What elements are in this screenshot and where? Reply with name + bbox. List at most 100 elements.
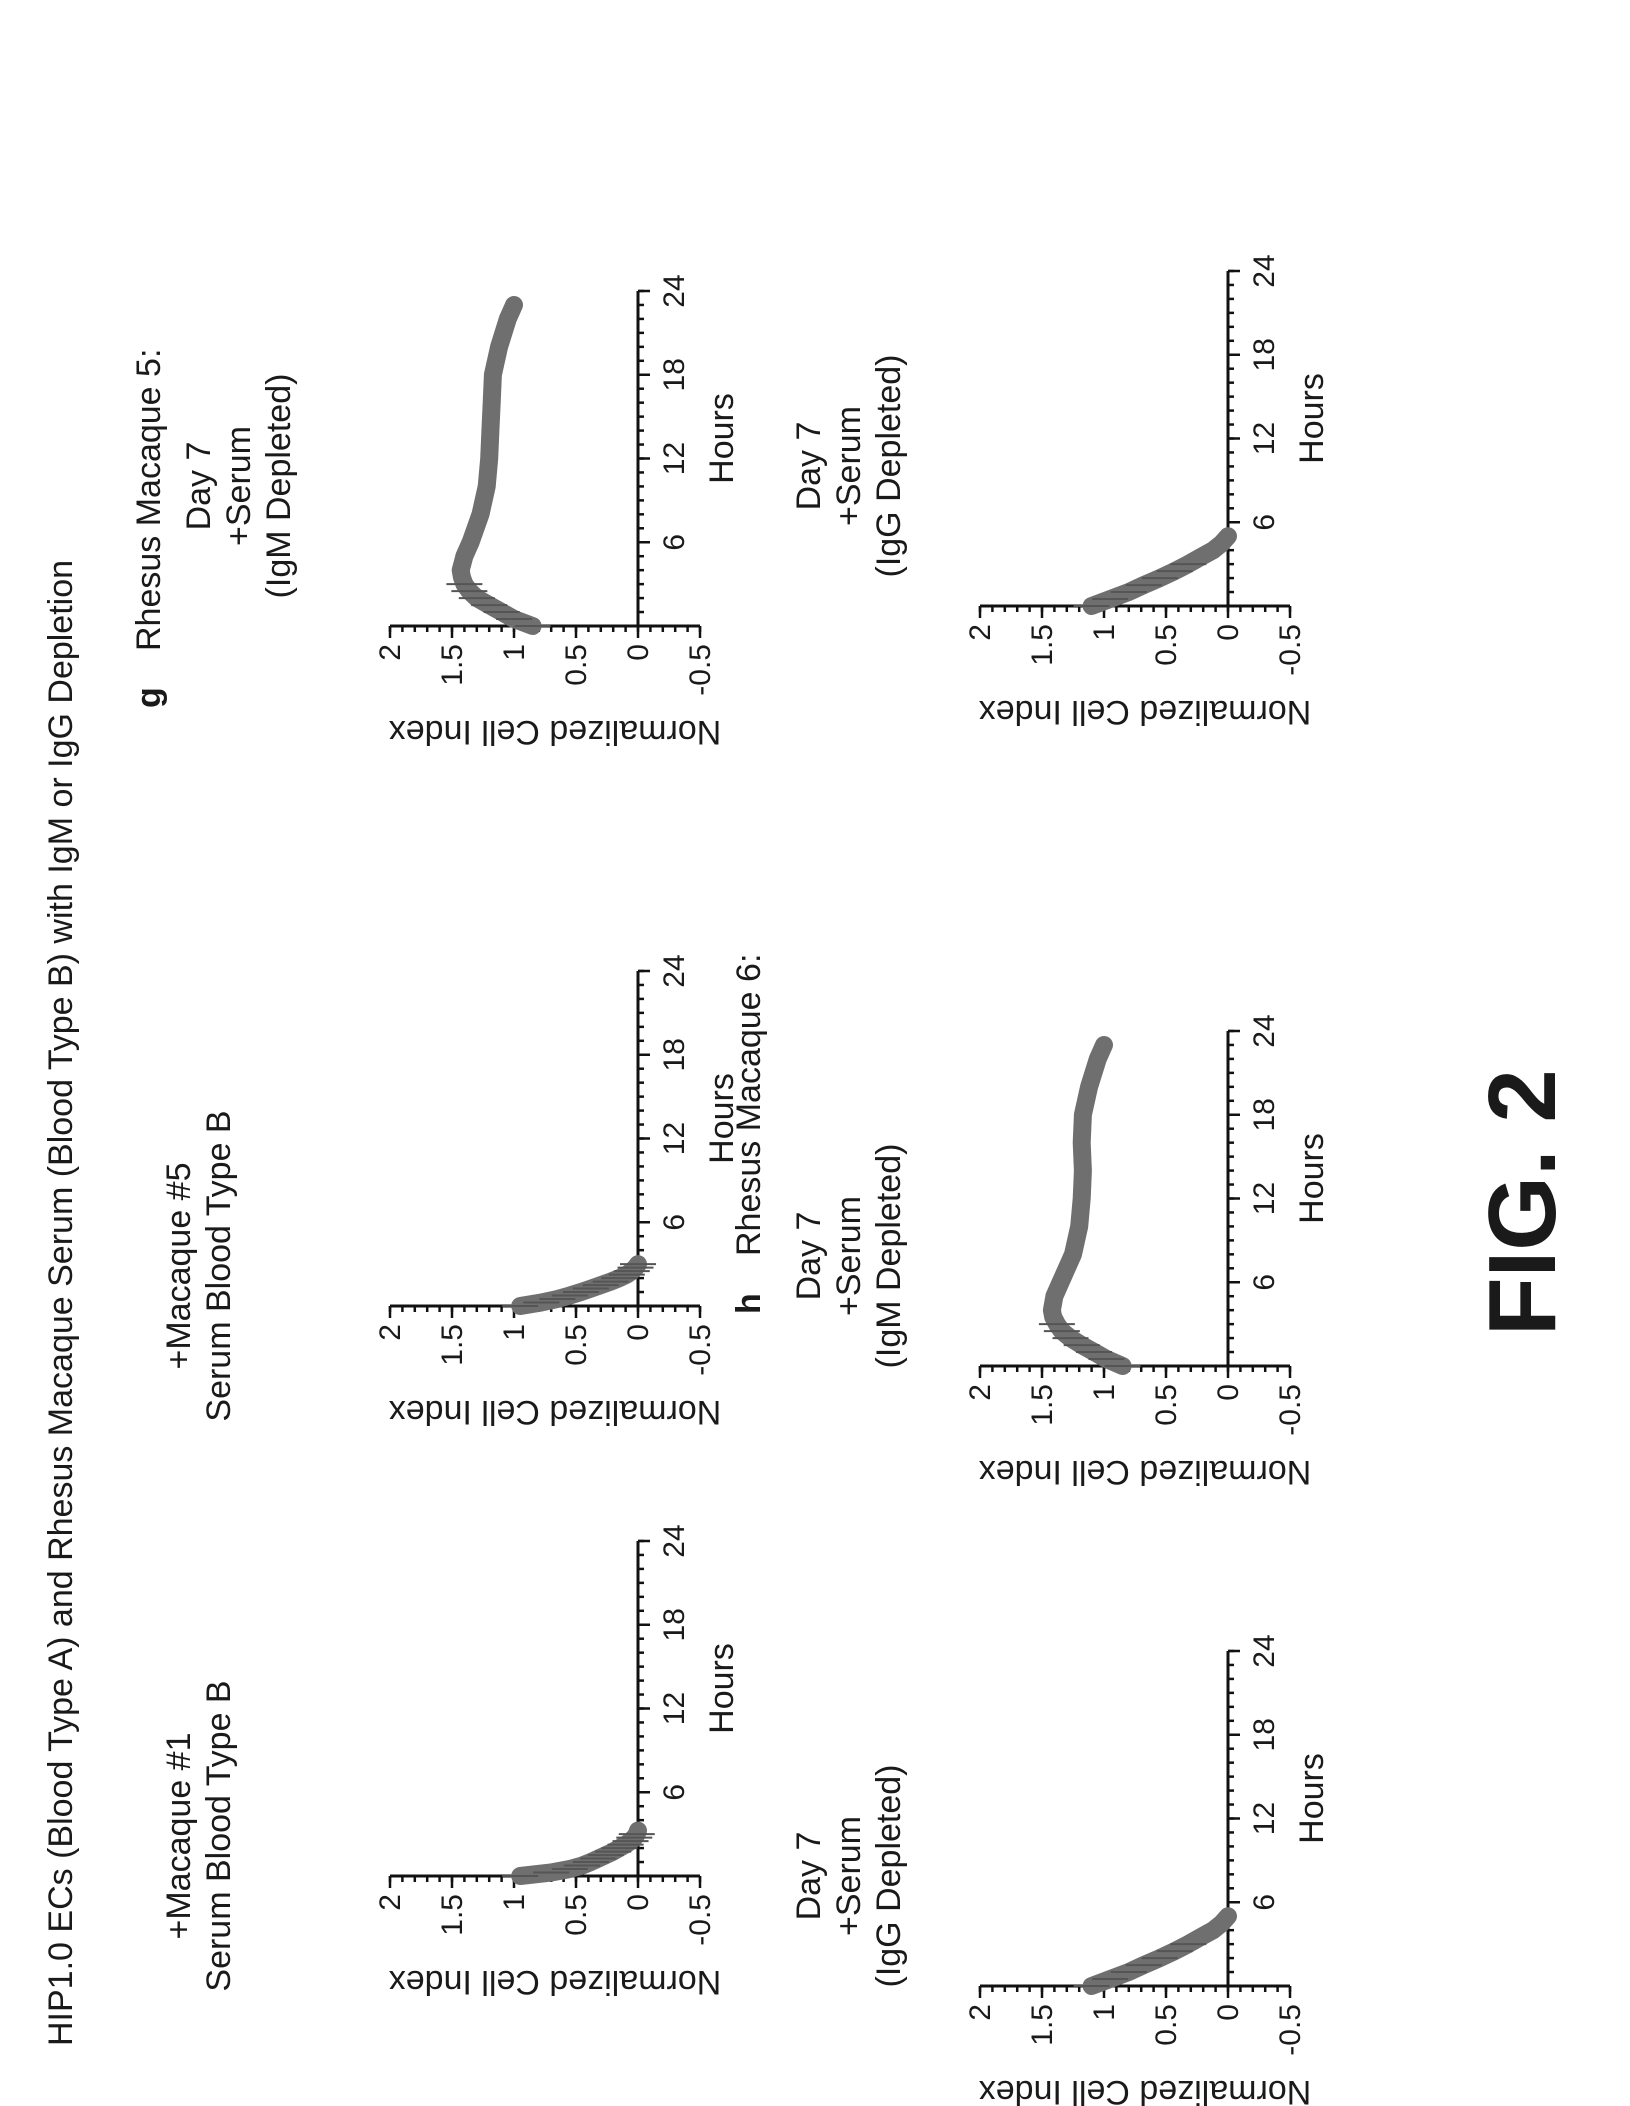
x-tick-label: 24 xyxy=(658,274,691,307)
y-tick-label: -0.5 xyxy=(1274,624,1307,676)
y-tick-label: 0.5 xyxy=(1150,1384,1183,1426)
y-axis-label: Normalized Cell Index xyxy=(979,2073,1312,2106)
y-tick-label: 1 xyxy=(498,644,531,661)
x-tick-label: 12 xyxy=(658,442,691,475)
chart-1: +Macaque #1 Serum Blood Type B 2 1.5 1 0.5 0 -0… xyxy=(160,1524,741,2001)
y-tick-label: 1.5 xyxy=(1026,1384,1059,1426)
y-tick-label: 2 xyxy=(964,2004,997,2021)
row-header-macaque-6: Rhesus Macaque 6: xyxy=(730,954,768,1256)
x-tick-label: 6 xyxy=(658,534,691,551)
x-axis-label: Hours xyxy=(703,393,741,484)
x-tick-label: 6 xyxy=(1248,1274,1281,1291)
y-tick-label: -0.5 xyxy=(1274,1384,1307,1436)
figure-title: HIP1.0 ECs (Blood Type A) and Rhesus Mac… xyxy=(42,560,80,2046)
y-axis-label: Normalized Cell Index xyxy=(979,1453,1312,1491)
chart-title-line: +Macaque #1 xyxy=(160,1733,198,1940)
x-tick-label: 12 xyxy=(1248,1802,1281,1835)
y-tick-label: -0.5 xyxy=(684,1894,717,1946)
y-tick-label: -0.5 xyxy=(1274,2004,1307,2056)
x-axis-label: Hours xyxy=(1293,1753,1331,1844)
y-tick-label: 2 xyxy=(964,624,997,641)
y-axis-label: Normalized Cell Index xyxy=(389,1963,722,2001)
chart-6: Day 7 +Serum (IgG Depleted) 2 1.5 1 0.5 0 -0.5 6 1… xyxy=(790,254,1331,731)
chart-title-line: Serum Blood Type B xyxy=(200,1680,238,1991)
chart-2: +Macaque #5 Serum Blood Type B 2 1.5 1 0.5 0 -0… xyxy=(160,954,741,1431)
chart-5: Day 7 +Serum (IgM Depleted) 2 1.5 1 0.5 0 -0.5 6 1… xyxy=(790,1014,1331,1491)
chart-title-line: +Serum xyxy=(830,1196,868,1316)
chart-title-line: +Macaque #5 xyxy=(160,1163,198,1370)
chart-title-line: (IgM Depleted) xyxy=(260,374,298,599)
y-tick-label: 0 xyxy=(622,1894,655,1911)
x-tick-label: 12 xyxy=(1248,1182,1281,1215)
y-tick-label: -0.5 xyxy=(684,644,717,696)
x-tick-label: 24 xyxy=(658,954,691,987)
x-axis-label: Hours xyxy=(1293,1133,1331,1224)
row-header-macaque-5: Rhesus Macaque 5: xyxy=(130,349,168,651)
chart-title-line: Day 7 xyxy=(790,1212,828,1301)
x-axis-label: Hours xyxy=(703,1073,741,1164)
y-tick-label: 1.5 xyxy=(436,1324,469,1366)
panel-letter-h: h xyxy=(730,1293,768,1314)
y-tick-label: 1 xyxy=(1088,1384,1121,1401)
chart-panels: +Macaque #1 Serum Blood Type B 2 1.5 1 0.5 0 -0… xyxy=(160,254,1331,2106)
y-tick-label: 0.5 xyxy=(560,644,593,686)
x-tick-label: 18 xyxy=(1248,1718,1281,1751)
chart-title-line: Day 7 xyxy=(790,422,828,511)
series-line xyxy=(1042,1036,1132,1375)
chart-title-line: +Serum xyxy=(830,406,868,526)
x-tick-label: 6 xyxy=(1248,1894,1281,1911)
chart-title-line: (IgG Depleted) xyxy=(870,355,908,578)
x-tick-label: 18 xyxy=(658,358,691,391)
y-axis-label: Normalized Cell Index xyxy=(389,1393,722,1431)
y-tick-label: 1 xyxy=(1088,624,1121,641)
panel-letter-g: g xyxy=(130,687,168,708)
y-tick-label: 1.5 xyxy=(1026,624,1059,666)
y-tick-label: 1 xyxy=(498,1894,531,1911)
y-tick-label: 0 xyxy=(622,1324,655,1341)
y-tick-label: 2 xyxy=(374,1894,407,1911)
x-tick-label: 6 xyxy=(658,1214,691,1231)
x-tick-label: 6 xyxy=(1248,514,1281,531)
y-tick-label: 0 xyxy=(1212,624,1245,641)
y-tick-label: 1.5 xyxy=(1026,2004,1059,2046)
x-tick-label: 24 xyxy=(1248,1634,1281,1667)
y-tick-label: 0.5 xyxy=(560,1894,593,1936)
x-tick-label: 12 xyxy=(658,1692,691,1725)
chart-title-line: Day 7 xyxy=(790,1832,828,1921)
chart-title-line: (IgM Depleted) xyxy=(870,1144,908,1369)
rotated-page: HIP1.0 ECs (Blood Type A) and Rhesus Mac… xyxy=(42,254,1576,2106)
x-tick-label: 12 xyxy=(658,1122,691,1155)
y-tick-label: 0.5 xyxy=(560,1324,593,1366)
chart-3: Day 7 +Serum (IgM Depleted) 2 1.5 1 0.5 0 -0.5 6 1… xyxy=(180,274,741,751)
x-axis-label: Hours xyxy=(1293,373,1331,464)
chart-title-line: Day 7 xyxy=(180,442,218,531)
y-tick-label: 1.5 xyxy=(436,1894,469,1936)
figure-label: FIG. 2 xyxy=(1469,1069,1576,1336)
x-tick-label: 24 xyxy=(658,1524,691,1557)
y-tick-label: -0.5 xyxy=(684,1324,717,1376)
x-tick-label: 18 xyxy=(1248,338,1281,371)
y-tick-label: 1 xyxy=(1088,2004,1121,2021)
x-tick-label: 24 xyxy=(1248,1014,1281,1047)
series-line xyxy=(451,296,542,635)
y-tick-label: 2 xyxy=(964,1384,997,1401)
y-tick-label: 0.5 xyxy=(1150,624,1183,666)
y-tick-label: 0 xyxy=(1212,1384,1245,1401)
y-tick-label: 2 xyxy=(374,644,407,661)
x-tick-label: 18 xyxy=(658,1608,691,1641)
chart-title-line: +Serum xyxy=(830,1816,868,1936)
chart-title-line: +Serum xyxy=(220,426,258,546)
y-tick-label: 0.5 xyxy=(1150,2004,1183,2046)
y-axis-label: Normalized Cell Index xyxy=(389,713,722,751)
x-tick-label: 18 xyxy=(658,1038,691,1071)
chart-4: Day 7 +Serum (IgG Depleted) 2 1.5 1 0.5 0 -0.5 6 1… xyxy=(790,1634,1331,2106)
chart-title-line: (IgG Depleted) xyxy=(870,1765,908,1988)
y-tick-label: 1 xyxy=(498,1324,531,1341)
y-tick-label: 2 xyxy=(374,1324,407,1341)
x-axis-label: Hours xyxy=(703,1643,741,1734)
x-tick-label: 12 xyxy=(1248,422,1281,455)
x-tick-label: 6 xyxy=(658,1784,691,1801)
x-tick-label: 24 xyxy=(1248,254,1281,287)
y-tick-label: 0 xyxy=(1212,2004,1245,2021)
